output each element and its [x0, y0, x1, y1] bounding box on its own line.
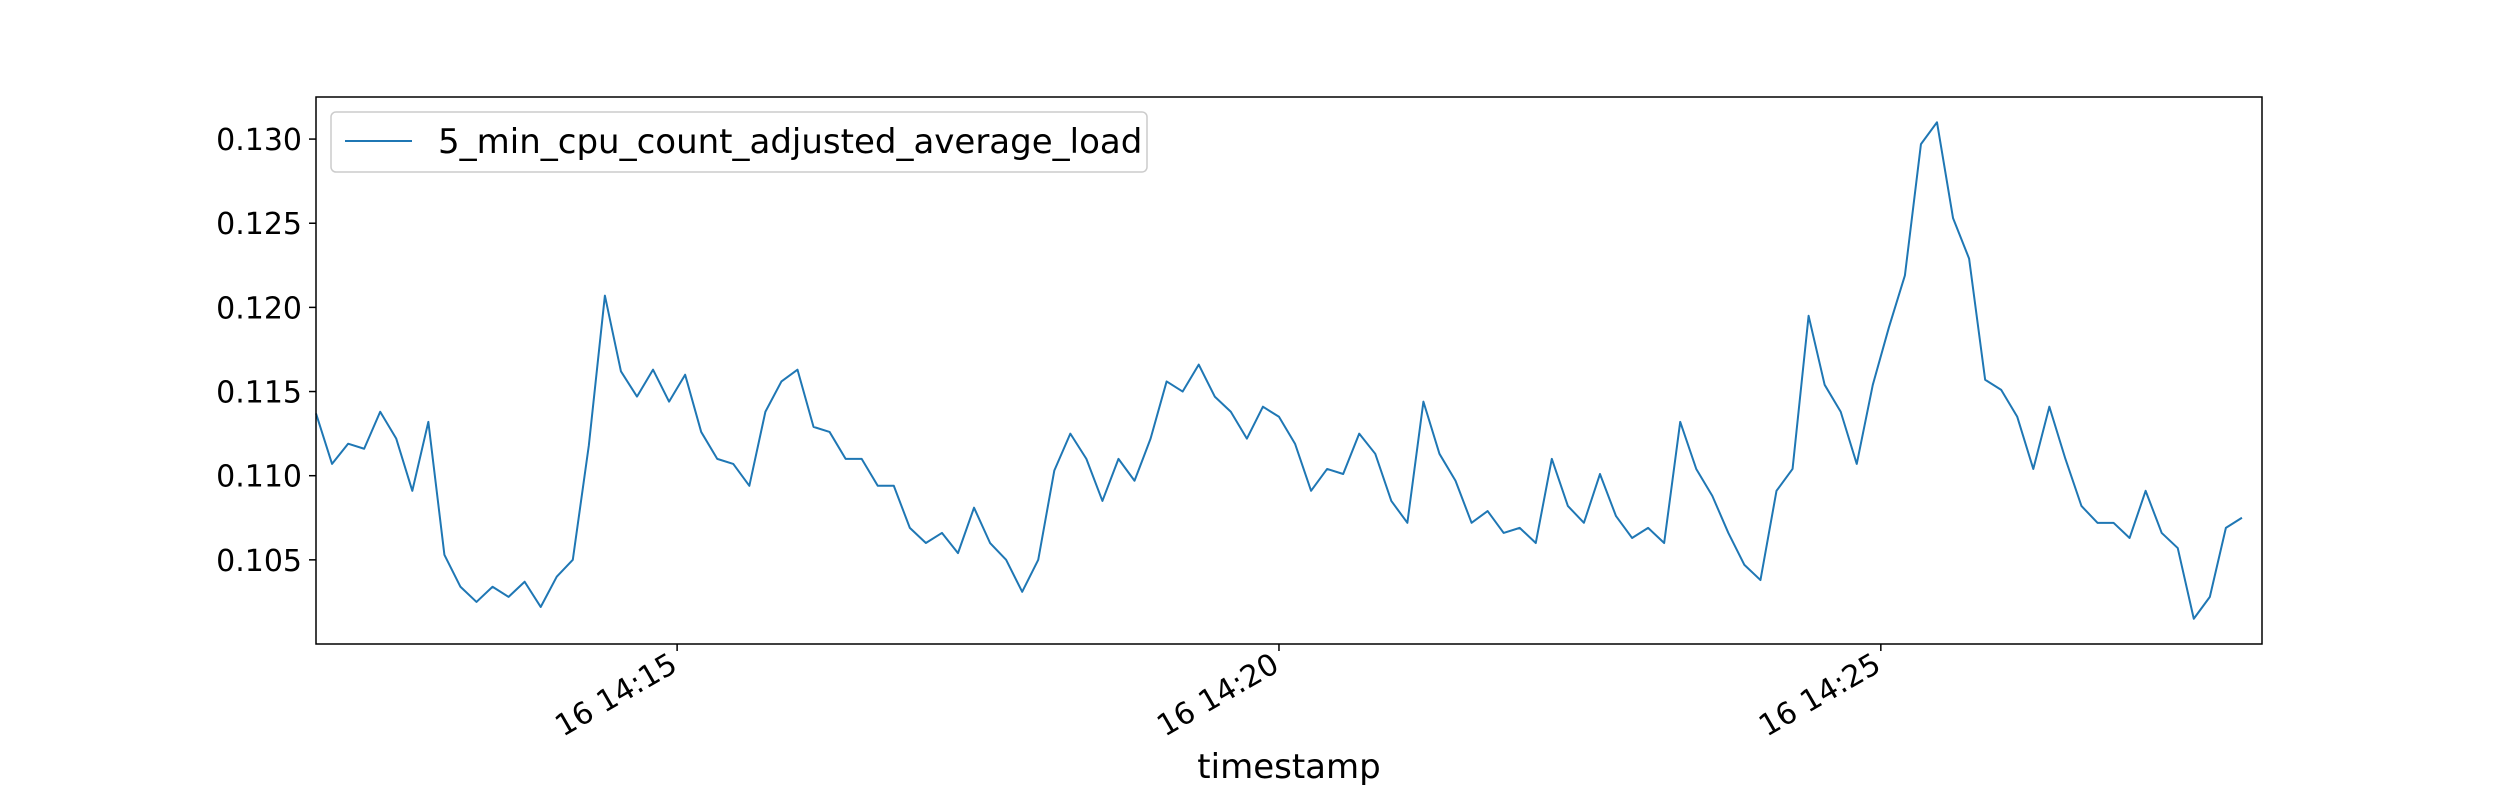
- plot-area: [316, 97, 2262, 644]
- legend-box: [330, 111, 1148, 173]
- y-tick-label: 0.115: [216, 376, 302, 411]
- x-tick-label: 16 14:20: [1151, 647, 1285, 744]
- y-axis: 0.105 0.110 0.115 0.120 0.125 0.130: [216, 123, 316, 579]
- y-tick-label: 0.125: [216, 207, 302, 242]
- series-line-cpu-load: [315, 121, 2243, 620]
- legend: 5_min_cpu_count_adjusted_average_load: [330, 111, 1148, 173]
- plot-frame: [315, 96, 2263, 645]
- y-tick-label: 0.130: [216, 123, 302, 158]
- y-tick-label: 0.110: [216, 460, 302, 495]
- legend-label: 5_min_cpu_count_adjusted_average_load: [438, 122, 1142, 162]
- y-tick-label: 0.120: [216, 291, 302, 326]
- y-tick-label: 0.105: [216, 544, 302, 579]
- x-tick-label: 16 14:15: [549, 647, 683, 744]
- x-axis: 16 14:15 16 14:20 16 14:25: [549, 644, 1887, 744]
- x-tick-label: 16 14:25: [1753, 647, 1887, 744]
- x-axis-label: timestamp: [1197, 747, 1380, 787]
